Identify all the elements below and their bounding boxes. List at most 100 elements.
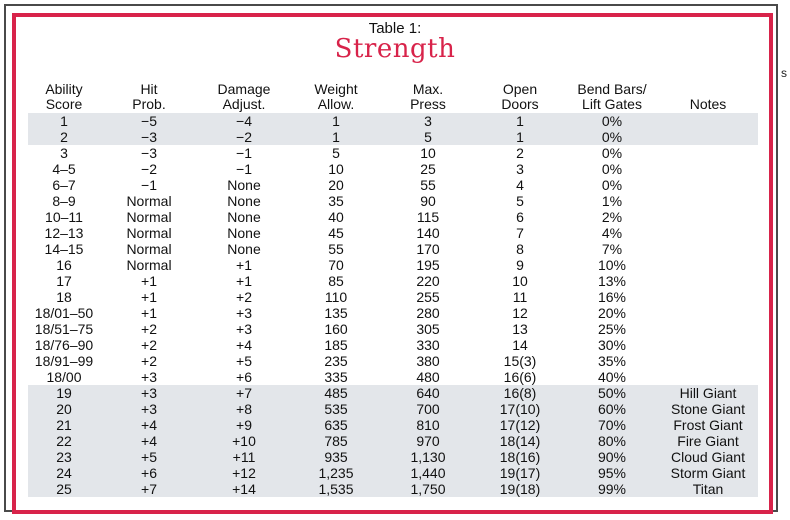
cell-weight-allow: 235 — [324, 353, 348, 369]
cell-ability-score: 18/00 — [46, 369, 82, 385]
cell-notes — [658, 161, 758, 177]
cell-max-press: 810 — [382, 417, 474, 433]
cell-damage-adjust: +1 — [236, 257, 252, 273]
header-notes: Notes — [689, 96, 727, 112]
cell-max-press: 5 — [382, 129, 474, 145]
cell-max-press: 115 — [416, 209, 440, 225]
header-row: Ability Score Hit Prob. Damage Adjust. Weig… — [28, 81, 758, 113]
cell-notes — [658, 305, 758, 321]
cell-notes — [658, 241, 758, 257]
cell-ability-score: 17 — [56, 273, 72, 289]
cell-notes: Fire Giant — [658, 433, 758, 449]
cell-bend-bars: 35% — [597, 353, 627, 369]
cell-max-press: 640 — [382, 385, 474, 401]
cell-bend-bars: 80% — [566, 433, 658, 449]
cell-notes — [658, 145, 758, 161]
table-row: 19 +3 +7 485 640 16(8) 50% Hill Giant — [28, 385, 758, 401]
cell-weight-allow: 70 — [328, 257, 344, 273]
cell-open-doors: 19(18) — [474, 481, 566, 497]
cell-notes — [658, 273, 758, 289]
cell-weight-allow: 1 — [290, 113, 382, 129]
cell-hit-prob: −5 — [100, 113, 198, 129]
cell-notes: Stone Giant — [658, 401, 758, 417]
cell-hit-prob: −3 — [141, 145, 157, 161]
table-row: 18/91–99 +2 +5 235 380 15(3) 35% — [28, 353, 758, 369]
cell-ability-score: 24 — [28, 465, 100, 481]
cell-bend-bars: 16% — [597, 289, 627, 305]
cell-hit-prob: −3 — [100, 129, 198, 145]
cell-hit-prob: +2 — [141, 321, 157, 337]
cell-ability-score: 20 — [28, 401, 100, 417]
cell-max-press: 480 — [416, 369, 440, 385]
cell-open-doors: 14 — [512, 337, 528, 353]
cell-notes — [658, 289, 758, 305]
cell-max-press: 280 — [416, 305, 440, 321]
cell-bend-bars: 7% — [601, 241, 623, 257]
cell-hit-prob: +4 — [100, 417, 198, 433]
table-body: 1 −5 −4 1 3 1 0% 2 −3 −2 1 5 1 0% 3 −3 −1 5 10 2 0% 4–5 −2 −1 10… — [28, 113, 758, 497]
cell-hit-prob: +3 — [100, 385, 198, 401]
cell-notes: Titan — [658, 481, 758, 497]
cell-max-press: 170 — [416, 241, 440, 257]
cell-weight-allow: 785 — [290, 433, 382, 449]
cell-max-press: 25 — [420, 161, 436, 177]
cell-open-doors: 15(3) — [503, 353, 537, 369]
cell-damage-adjust: +9 — [198, 417, 290, 433]
cell-hit-prob: +1 — [141, 289, 157, 305]
cell-ability-score: 18/01–50 — [34, 305, 94, 321]
cell-open-doors: 18(16) — [474, 449, 566, 465]
cell-max-press: 3 — [382, 113, 474, 129]
cell-open-doors: 5 — [516, 193, 524, 209]
cell-bend-bars: 70% — [566, 417, 658, 433]
cell-hit-prob: Normal — [126, 193, 172, 209]
cell-open-doors: 1 — [474, 129, 566, 145]
cell-hit-prob: −2 — [141, 161, 157, 177]
header-hit-prob: Hit Prob. — [132, 81, 166, 112]
cell-notes — [658, 129, 758, 145]
cell-bend-bars: 0% — [601, 177, 623, 193]
cell-bend-bars: 1% — [601, 193, 623, 209]
table-row: 24 +6 +12 1,235 1,440 19(17) 95% Storm Giant — [28, 465, 758, 481]
cell-damage-adjust: +6 — [236, 369, 252, 385]
cell-open-doors: 7 — [516, 225, 524, 241]
cell-damage-adjust: +4 — [236, 337, 252, 353]
table-row: 18/01–50 +1 +3 135 280 12 20% — [28, 305, 758, 321]
cell-weight-allow: 535 — [290, 401, 382, 417]
cell-hit-prob: +1 — [141, 305, 157, 321]
cell-damage-adjust: None — [227, 193, 261, 209]
cell-weight-allow: 1,235 — [290, 465, 382, 481]
cell-open-doors: 17(12) — [474, 417, 566, 433]
cell-bend-bars: 60% — [566, 401, 658, 417]
cell-weight-allow: 5 — [332, 145, 340, 161]
cell-damage-adjust: +10 — [198, 433, 290, 449]
cell-hit-prob: +2 — [141, 353, 157, 369]
cell-max-press: 700 — [382, 401, 474, 417]
cell-ability-score: 1 — [28, 113, 100, 129]
cell-hit-prob: Normal — [126, 241, 172, 257]
cell-weight-allow: 35 — [328, 193, 344, 209]
cell-ability-score: 25 — [28, 481, 100, 497]
cell-hit-prob: +1 — [141, 273, 157, 289]
cell-max-press: 380 — [416, 353, 440, 369]
cell-bend-bars: 90% — [566, 449, 658, 465]
cell-bend-bars: 2% — [601, 209, 623, 225]
table-row: 20 +3 +8 535 700 17(10) 60% Stone Giant — [28, 401, 758, 417]
cell-damage-adjust: −1 — [236, 145, 252, 161]
cell-weight-allow: 1 — [290, 129, 382, 145]
table-row: 3 −3 −1 5 10 2 0% — [28, 145, 758, 161]
cell-open-doors: 9 — [516, 257, 524, 273]
cell-weight-allow: 10 — [328, 161, 344, 177]
cell-bend-bars: 0% — [601, 145, 623, 161]
cell-damage-adjust: +2 — [236, 289, 252, 305]
cell-weight-allow: 635 — [290, 417, 382, 433]
table-row: 6–7 −1 None 20 55 4 0% — [28, 177, 758, 193]
cell-hit-prob: +3 — [141, 369, 157, 385]
cell-damage-adjust: +11 — [198, 449, 290, 465]
cell-open-doors: 18(14) — [474, 433, 566, 449]
cell-bend-bars: 13% — [597, 273, 627, 289]
cell-open-doors: 16(6) — [503, 369, 537, 385]
cell-weight-allow: 45 — [328, 225, 344, 241]
cell-max-press: 305 — [416, 321, 440, 337]
cell-notes — [658, 209, 758, 225]
table-row: 18/76–90 +2 +4 185 330 14 30% — [28, 337, 758, 353]
